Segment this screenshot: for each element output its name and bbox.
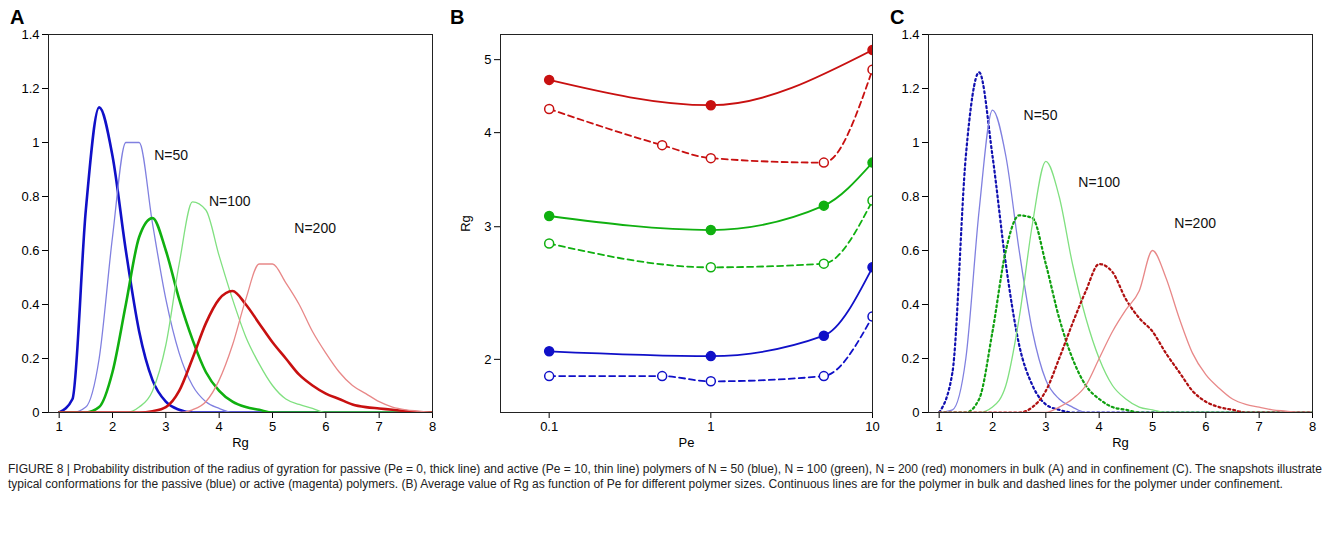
svg-text:Rg: Rg (1112, 435, 1129, 450)
svg-text:6: 6 (322, 419, 329, 434)
svg-text:1: 1 (912, 135, 919, 150)
svg-text:0.4: 0.4 (901, 297, 919, 312)
svg-text:1.4: 1.4 (901, 27, 919, 42)
svg-text:2: 2 (109, 419, 116, 434)
svg-text:3: 3 (484, 219, 491, 234)
svg-text:5: 5 (1149, 419, 1156, 434)
svg-text:7: 7 (1256, 419, 1263, 434)
html-text:C: C (890, 6, 905, 28)
svg-text:3: 3 (1042, 419, 1049, 434)
svg-text:1: 1 (56, 419, 63, 434)
svg-text:N=200: N=200 (294, 220, 336, 236)
svg-text:1: 1 (936, 419, 943, 434)
svg-text:1.4: 1.4 (21, 27, 39, 42)
svg-text:N=100: N=100 (1078, 174, 1120, 190)
svg-text:Rg: Rg (232, 435, 249, 450)
svg-text:8: 8 (429, 419, 436, 434)
svg-text:4: 4 (1096, 419, 1103, 434)
svg-text:4: 4 (484, 125, 491, 140)
svg-text:0.8: 0.8 (901, 189, 919, 204)
svg-text:N=50: N=50 (154, 147, 188, 163)
html-text:B: B (450, 6, 465, 28)
svg-text:8: 8 (1309, 419, 1316, 434)
svg-text:0.6: 0.6 (21, 243, 39, 258)
svg-text:5: 5 (484, 52, 491, 67)
svg-text:2: 2 (484, 352, 491, 367)
svg-text:2: 2 (989, 419, 996, 434)
svg-text:N=100: N=100 (209, 193, 251, 209)
svg-text:0.2: 0.2 (901, 351, 919, 366)
svg-text:0: 0 (32, 405, 39, 420)
svg-text:7: 7 (376, 419, 383, 434)
svg-text:0.1: 0.1 (540, 419, 558, 434)
svg-text:0.4: 0.4 (21, 297, 39, 312)
html-text:A: A (10, 6, 25, 28)
svg-text:1.2: 1.2 (21, 81, 39, 96)
svg-text:Rg: Rg (458, 215, 473, 232)
svg-text:0.8: 0.8 (21, 189, 39, 204)
svg-text:0.6: 0.6 (901, 243, 919, 258)
svg-text:0: 0 (912, 405, 919, 420)
svg-text:N=50: N=50 (1024, 107, 1058, 123)
svg-text:1.2: 1.2 (901, 81, 919, 96)
html-text:FIGURE 8 | Probability distrib: FIGURE 8 | Probability distribution of t… (8, 462, 1322, 491)
svg-text:0.2: 0.2 (21, 351, 39, 366)
svg-text:5: 5 (269, 419, 276, 434)
svg-text:1: 1 (32, 135, 39, 150)
svg-text:6: 6 (1202, 419, 1209, 434)
svg-text:Pe: Pe (679, 435, 695, 450)
svg-text:3: 3 (162, 419, 169, 434)
svg-text:10: 10 (865, 419, 879, 434)
svg-text:4: 4 (216, 419, 223, 434)
svg-text:N=200: N=200 (1174, 215, 1216, 231)
svg-text:1: 1 (707, 419, 714, 434)
